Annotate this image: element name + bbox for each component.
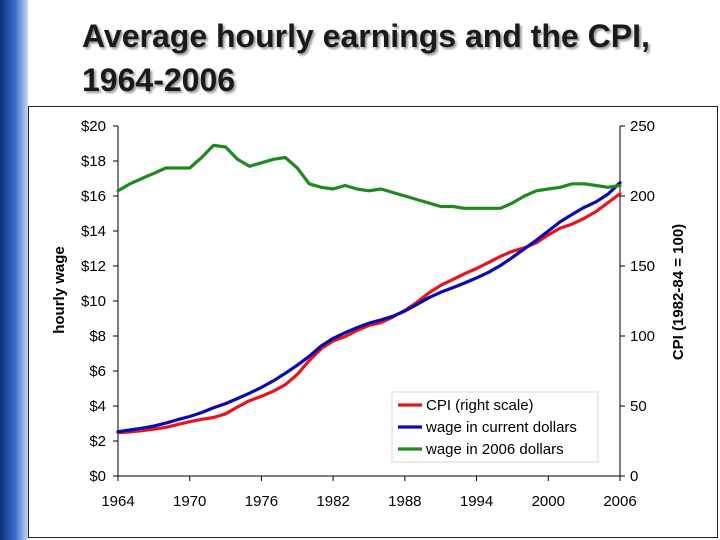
x-tick-label: 1964 (101, 493, 134, 510)
y2-tick-label: 250 (630, 118, 655, 135)
y-tick-label: $0 (89, 468, 106, 485)
y2-tick-label: 50 (630, 398, 647, 415)
y-tick-label: $18 (81, 153, 106, 170)
x-tick-label: 1994 (460, 493, 493, 510)
series-line-3 (116, 143, 622, 210)
x-tick-label: 2000 (532, 493, 565, 510)
y-tick-label: $2 (89, 433, 106, 450)
y-tick-label: $20 (81, 118, 106, 135)
y-axis-title: hourly wage (51, 246, 68, 334)
x-tick-label: 1982 (316, 493, 349, 510)
legend: CPI (right scale) wage in current dollars… (391, 391, 599, 463)
chart-title: Average hourly earnings and the CPI, 196… (82, 14, 712, 102)
y-tick-label: $16 (81, 188, 106, 205)
x-tick-label: 1970 (173, 493, 206, 510)
series-line-2 (116, 181, 622, 434)
y2-tick-label: 0 (630, 468, 638, 485)
title-line-2: 1964-2006 (82, 62, 236, 98)
series-lines (116, 143, 622, 435)
legend-label: CPI (right scale) (426, 397, 534, 414)
slide-accent-bar (0, 0, 28, 540)
y2-tick-label: 100 (630, 328, 655, 345)
x-tick-label: 2006 (603, 493, 636, 510)
series-line-1 (116, 192, 622, 435)
y-tick-label: $4 (89, 398, 106, 415)
y-tick-label: $10 (81, 293, 106, 310)
title-line-1: Average hourly earnings and the CPI, (82, 18, 650, 54)
legend-label: wage in 2006 dollars (425, 441, 564, 458)
x-tick-label: 1976 (245, 493, 278, 510)
y-tick-label: $6 (89, 363, 106, 380)
legend-box (391, 391, 599, 463)
y-tick-label: $8 (89, 328, 106, 345)
x-tick-label: 1988 (388, 493, 421, 510)
y2-axis-title: CPI (1982-84 = 100) (670, 224, 687, 360)
y2-tick-label: 150 (630, 258, 655, 275)
legend-label: wage in current dollars (425, 419, 577, 436)
y2-tick-label: 200 (630, 188, 655, 205)
axes: $0 $2 $4 $6 $8 $10 $12 $14 $16 $18 $20 0 50 100 150 200… (81, 118, 655, 510)
y-tick-label: $12 (81, 258, 106, 275)
y-tick-label: $14 (81, 223, 106, 240)
